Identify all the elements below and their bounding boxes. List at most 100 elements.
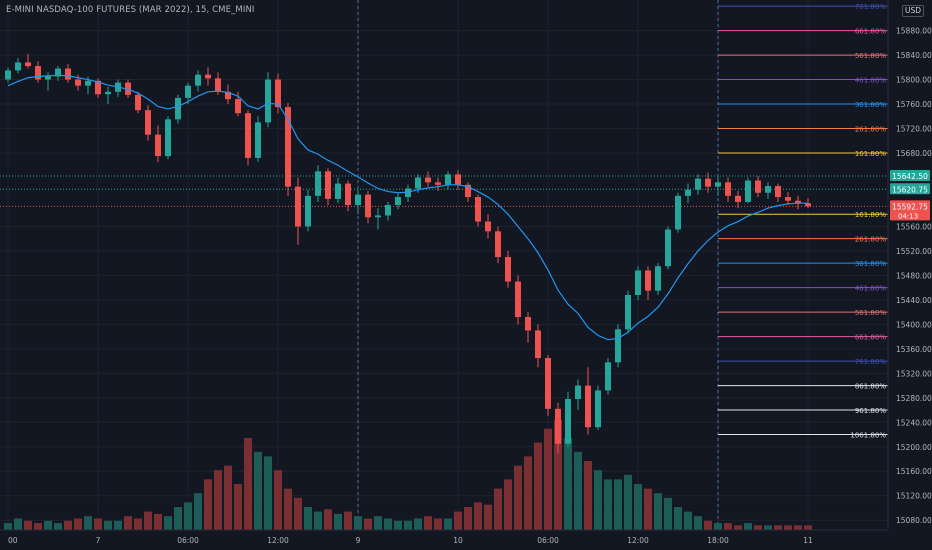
x-tick-label: 7	[96, 536, 101, 545]
fib-level-label: 561.80%	[855, 52, 886, 60]
candle-body	[165, 119, 171, 157]
candle-body	[325, 171, 331, 199]
volume-bar	[464, 507, 472, 530]
volume-bar	[324, 509, 332, 530]
grid-lines	[0, 0, 888, 530]
volume-bar	[124, 516, 132, 530]
candle-body	[805, 203, 811, 207]
volume-bar	[704, 520, 712, 530]
x-tick-label: 06:00	[177, 536, 199, 545]
candle-body	[35, 66, 41, 80]
volume-bar	[764, 525, 772, 530]
y-tick-label: 15680.00	[896, 149, 932, 158]
volume-bar	[604, 479, 612, 530]
volume-bar	[194, 493, 202, 530]
volume-bar	[664, 497, 672, 530]
candle-body	[765, 186, 771, 193]
y-tick-label: 15560.00	[896, 222, 932, 231]
volume-bar	[524, 456, 532, 530]
candle-body	[605, 362, 611, 391]
candle-body	[275, 79, 281, 108]
volume-bar	[624, 474, 632, 530]
y-tick-label: 15280.00	[896, 394, 932, 403]
candle-body	[265, 79, 271, 123]
candle-body	[375, 215, 381, 218]
volume-bar	[244, 438, 252, 530]
fib-level-label: 761.80%	[855, 358, 886, 366]
volume-bar	[314, 511, 322, 530]
volume-bar	[4, 523, 12, 530]
symbol-title[interactable]: E-MINI NASDAQ-100 FUTURES (MAR 2022), 15…	[6, 5, 255, 15]
candle-body	[95, 80, 101, 95]
volume-bar	[594, 470, 602, 530]
moving-average-line	[7, 74, 808, 341]
candle-body	[435, 182, 441, 185]
price-badge-box	[890, 183, 930, 195]
candle-body	[195, 74, 201, 86]
y-tick-label: 15360.00	[896, 345, 932, 354]
y-tick-label: 15800.00	[896, 76, 932, 85]
volume-bar	[344, 511, 352, 530]
volume-bar	[634, 484, 642, 530]
candle-body	[725, 182, 731, 196]
volume-bar	[444, 518, 452, 530]
candle-body	[135, 94, 141, 111]
volume-bar	[544, 428, 552, 530]
candle-body	[715, 182, 721, 187]
volume-bar	[354, 516, 362, 530]
volume-bar	[564, 438, 572, 530]
candle-body	[45, 76, 51, 80]
fib-level-label: 961.80%	[855, 407, 886, 415]
volume-bar	[34, 523, 42, 530]
fib-level-label: 761.80%	[855, 3, 886, 11]
candle-body	[365, 194, 371, 218]
volume-bar	[214, 470, 222, 530]
volume-bar	[754, 525, 762, 530]
fib-level-label: 161.80%	[855, 150, 886, 158]
volume-bar	[724, 523, 732, 530]
y-tick-label: 15120.00	[896, 492, 932, 501]
candle-body	[505, 257, 511, 282]
volume-bar	[654, 493, 662, 530]
candle-body	[185, 85, 191, 98]
volume-bar	[394, 520, 402, 530]
candle-body	[155, 134, 161, 157]
volume-bar	[204, 479, 212, 530]
volume-bar	[414, 518, 422, 530]
currency-button[interactable]: USD	[902, 5, 925, 17]
volume-bar	[584, 461, 592, 530]
candle-body	[635, 270, 641, 295]
fib-level-label: 461.80%	[855, 77, 886, 85]
candle-body	[285, 107, 291, 187]
candle-body	[735, 195, 741, 202]
volume-bar	[104, 520, 112, 530]
volume-bar	[134, 518, 142, 530]
candle-body	[385, 205, 391, 216]
candle-body	[415, 177, 421, 189]
candle-body	[615, 329, 621, 363]
y-tick-label: 15520.00	[896, 247, 932, 256]
candle-body	[645, 270, 651, 291]
volume-bar	[224, 465, 232, 530]
fib-level-label: 661.80%	[855, 28, 886, 36]
candle-body	[745, 180, 751, 202]
candle-body	[145, 110, 151, 135]
volume-bar	[234, 484, 242, 530]
volume-bar	[804, 525, 812, 530]
fib-level-label: 361.80%	[855, 260, 886, 268]
volume-bar	[94, 518, 102, 530]
volume-bar	[434, 518, 442, 530]
volume-bar	[714, 523, 722, 530]
y-tick-label: 15160.00	[896, 467, 932, 476]
candle-body	[595, 390, 601, 428]
candle-body	[625, 294, 631, 330]
volume-bar	[424, 516, 432, 530]
candle-body	[585, 385, 591, 428]
candle-body	[795, 200, 801, 204]
volume-bar	[504, 479, 512, 530]
fib-level-label: 261.80%	[855, 126, 886, 134]
candle-body	[345, 183, 351, 206]
candle-body	[395, 197, 401, 206]
